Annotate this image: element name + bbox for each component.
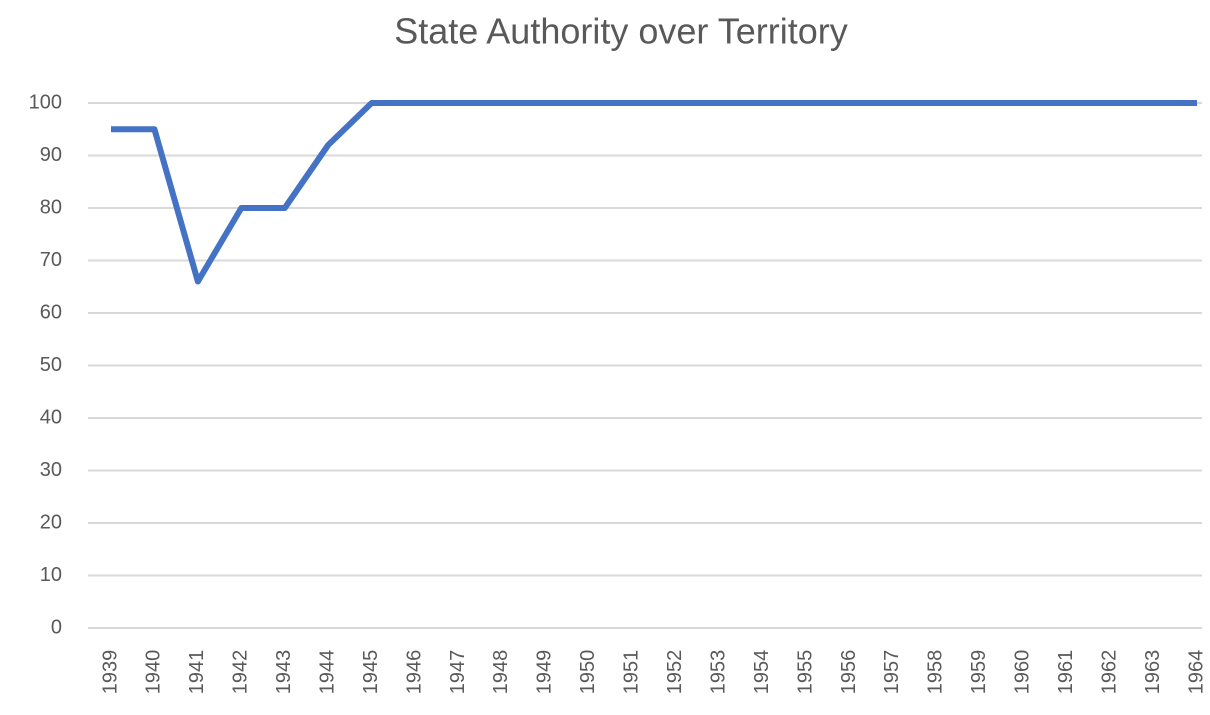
- x-tick-label: 1940: [143, 650, 165, 695]
- x-tick-label: 1958: [925, 650, 947, 695]
- x-tick-label: 1962: [1098, 650, 1120, 695]
- x-tick-label: 1947: [447, 650, 469, 695]
- x-tick-label: 1948: [490, 650, 512, 695]
- y-tick-label: 60: [40, 301, 62, 323]
- x-tick-label: 1960: [1012, 650, 1034, 695]
- x-tick-label: 1954: [751, 650, 773, 695]
- y-tick-label: 0: [51, 616, 62, 638]
- data-line: [111, 100, 1197, 285]
- y-tick-label: 50: [40, 354, 62, 376]
- y-tick-label: 100: [29, 91, 62, 113]
- x-tick-label: 1953: [707, 650, 729, 695]
- y-tick-label: 20: [40, 511, 62, 533]
- x-tick-label: 1944: [316, 650, 338, 695]
- x-tick-label: 1943: [273, 650, 295, 695]
- x-tick-label: 1942: [230, 650, 252, 695]
- x-tick-label: 1950: [577, 650, 599, 695]
- x-tick-label: 1949: [534, 650, 556, 695]
- x-tick-label: 1955: [794, 650, 816, 695]
- y-tick-label: 30: [40, 459, 62, 481]
- x-tick-label: 1951: [621, 650, 643, 695]
- x-tick-label: 1963: [1142, 650, 1164, 695]
- x-tick-label: 1946: [403, 650, 425, 695]
- x-tick-label: 1945: [360, 650, 382, 695]
- y-tick-label: 90: [40, 144, 62, 166]
- chart-title: State Authority over Territory: [394, 11, 848, 52]
- x-tick-label: 1959: [968, 650, 990, 695]
- x-tick-label: 1941: [186, 650, 208, 695]
- x-tick-label: 1956: [838, 650, 860, 695]
- x-tick-label: 1939: [99, 650, 121, 695]
- x-tick-label: 1957: [881, 650, 903, 695]
- y-tick-label: 10: [40, 564, 62, 586]
- y-tick-label: 40: [40, 406, 62, 428]
- y-tick-label: 70: [40, 249, 62, 271]
- x-tick-label: 1952: [664, 650, 686, 695]
- x-tick-label: 1964: [1185, 650, 1207, 695]
- y-tick-label: 80: [40, 196, 62, 218]
- x-tick-label: 1961: [1055, 650, 1077, 695]
